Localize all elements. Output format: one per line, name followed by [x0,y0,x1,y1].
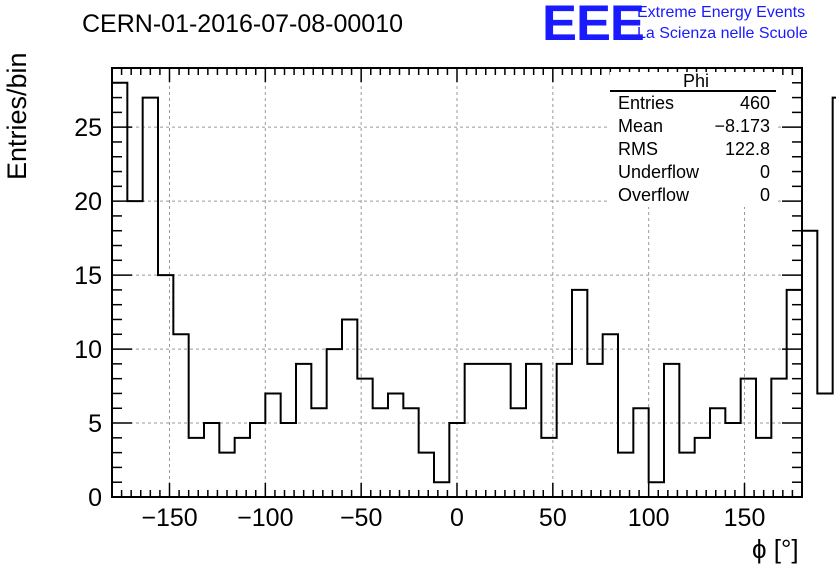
stats-box: Phi Entries 460 Mean −8.173 RMS 122.8 Under… [610,72,776,207]
eee-logo: EEE [542,0,645,51]
y-axis-label: Entries/bin [2,52,32,180]
stats-row-entries: Entries 460 [610,92,776,115]
stats-value: 460 [739,93,770,113]
x-tick-label: −150 [141,504,197,532]
x-tick-label: −100 [237,504,293,532]
stats-row-mean: Mean −8.173 [610,115,776,138]
stats-value: 0 [759,162,770,182]
stats-row-rms: RMS 122.8 [610,138,776,161]
axis-tick-labels: −150 −100 −50 0 50 100 150 0 5 10 15 20 25 [74,114,765,532]
run-title: CERN-01-2016-07-08-00010 [82,10,404,38]
stats-label: Overflow [618,185,690,205]
stats-value: −8.173 [714,116,770,136]
stats-label: Underflow [618,162,700,182]
stats-value: 0 [759,185,770,205]
stats-row-overflow: Overflow 0 [610,184,776,207]
y-tick-label: 25 [74,114,102,142]
stats-label: RMS [618,139,658,159]
stats-label: Entries [618,93,675,113]
stats-title: Phi [610,72,776,92]
x-tick-label: 100 [628,504,670,532]
y-tick-label: 15 [74,262,102,290]
y-tick-label: 0 [88,484,102,512]
x-tick-label: 0 [450,504,464,532]
histogram-outline [111,81,836,497]
y-tick-label: 10 [74,336,102,364]
x-axis-label: ϕ [°] [752,534,799,564]
y-tick-label: 20 [74,188,102,216]
axis-ticks [112,68,802,497]
logo-text-line-1: Extreme Energy Events [637,4,806,21]
x-tick-label: −50 [340,504,382,532]
x-tick-label: 50 [539,504,567,532]
logo-text-line-2: La Scienza nelle Scuole [637,25,808,42]
x-tick-label: 150 [724,504,766,532]
stats-row-underflow: Underflow 0 [610,161,776,184]
stats-label: Mean [618,116,664,136]
stats-value: 122.8 [724,139,770,159]
y-tick-label: 5 [88,410,102,438]
